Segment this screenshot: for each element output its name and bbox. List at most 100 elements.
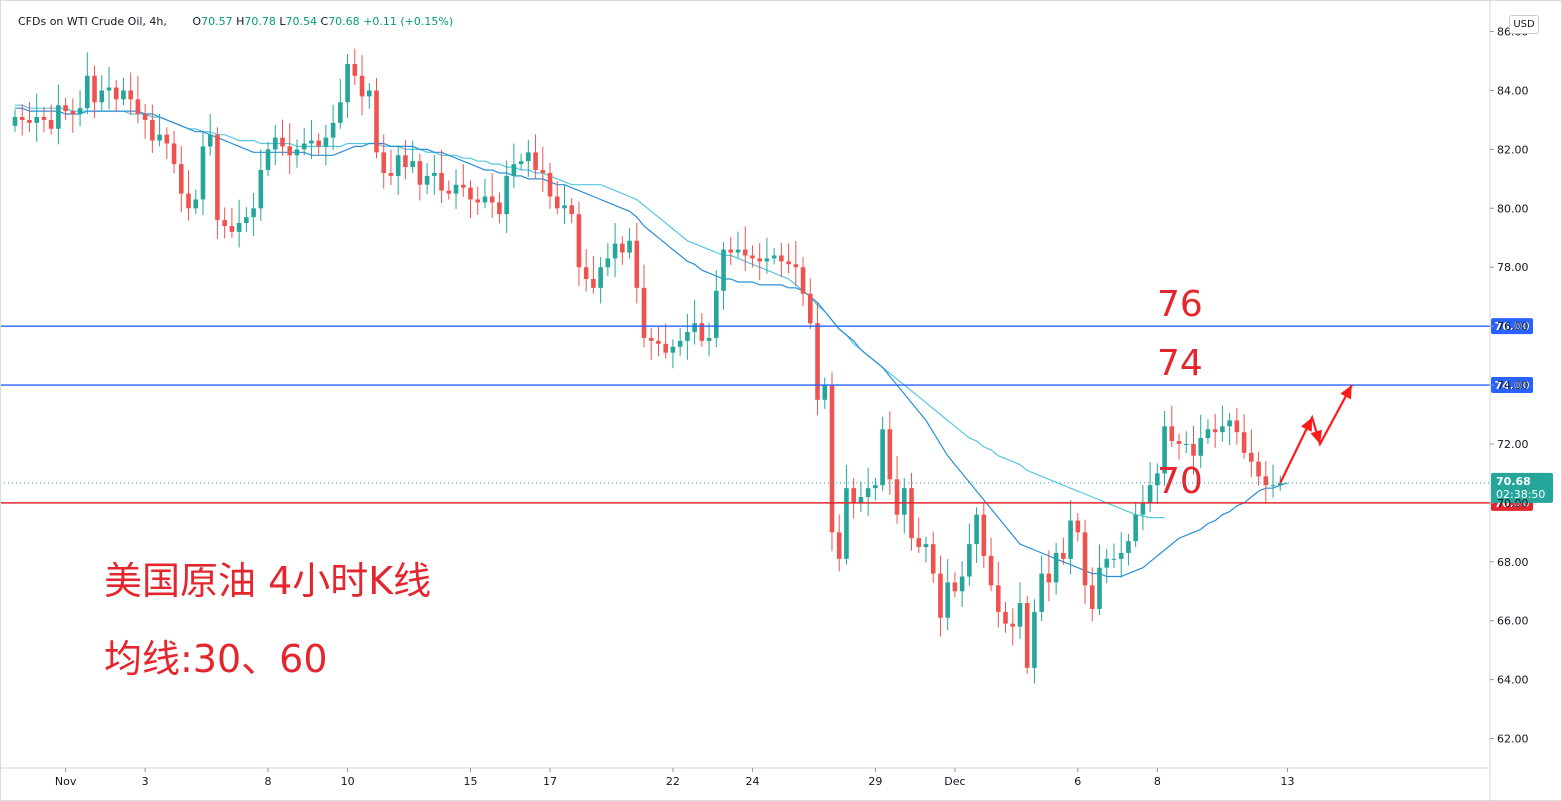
candle-body <box>207 134 213 147</box>
candle <box>309 119 314 160</box>
candle <box>634 222 640 304</box>
candle-body <box>424 175 430 185</box>
candle <box>222 207 227 239</box>
candle <box>714 270 719 348</box>
candle <box>142 104 148 139</box>
candle-body <box>460 184 466 188</box>
level-badge-text-76: 76.00 <box>1495 320 1530 333</box>
candle <box>468 180 473 219</box>
candle <box>576 201 582 287</box>
candle <box>930 531 936 583</box>
candle <box>981 502 987 569</box>
candle-body <box>865 488 871 497</box>
candle <box>721 242 726 310</box>
candle-body <box>323 137 329 147</box>
candle-body <box>417 161 423 185</box>
candle <box>1032 599 1037 684</box>
forecast-path <box>1279 384 1353 484</box>
candle <box>27 101 32 133</box>
candle-body <box>511 164 517 176</box>
candle-body <box>77 108 83 115</box>
candle <box>1191 426 1196 475</box>
candle <box>808 278 813 330</box>
candle <box>265 142 271 176</box>
forecast-arrowhead <box>1310 429 1323 444</box>
candle-body <box>27 119 32 123</box>
candle <box>901 478 907 534</box>
candle <box>1198 414 1204 469</box>
x-tick-label: 6 <box>1074 775 1081 788</box>
y-tick-label: 64.00 <box>1497 674 1529 687</box>
candle-body <box>800 267 806 294</box>
candle <box>92 65 97 118</box>
candle-body <box>735 249 741 253</box>
candle <box>12 109 18 132</box>
candle-body <box>554 196 560 209</box>
candle-body <box>432 172 437 176</box>
candle-body <box>258 170 264 209</box>
candle <box>569 198 575 224</box>
candle-body <box>1234 420 1240 433</box>
candle-body <box>215 134 220 221</box>
candle <box>1104 548 1110 584</box>
candle-body <box>330 122 336 138</box>
candle-body <box>612 243 618 259</box>
candle <box>620 236 625 265</box>
candle <box>583 249 589 292</box>
candle-body <box>844 488 849 559</box>
candle <box>1155 463 1160 505</box>
candle-body <box>894 479 900 515</box>
candle <box>77 90 83 127</box>
x-tick-label: Dec <box>944 775 965 788</box>
candle <box>880 416 885 492</box>
candle <box>858 481 864 513</box>
candle-body <box>880 429 885 486</box>
candle <box>836 514 842 572</box>
candle <box>150 104 155 153</box>
candle-body <box>685 332 690 341</box>
candle-body <box>504 175 509 215</box>
candle <box>1075 513 1081 542</box>
candle-body <box>714 290 719 338</box>
candle <box>1111 543 1117 568</box>
candle <box>750 245 755 268</box>
candle <box>1234 407 1240 445</box>
candle-body <box>345 63 350 103</box>
candle <box>395 145 401 195</box>
candle-body <box>338 102 343 123</box>
currency-button[interactable]: USD <box>1509 15 1539 34</box>
candle <box>677 328 683 356</box>
candle-body <box>128 90 133 100</box>
candle <box>1053 542 1059 595</box>
x-tick-label: 15 <box>463 775 477 788</box>
candle-body <box>1082 532 1088 586</box>
candle <box>728 236 734 265</box>
candle-body <box>692 323 697 333</box>
candle-body <box>113 87 119 100</box>
candle <box>1147 461 1153 513</box>
candle <box>34 93 39 142</box>
candle-body <box>974 514 979 545</box>
candle-body <box>1155 473 1160 486</box>
candle <box>1205 419 1211 444</box>
candle <box>19 104 25 136</box>
candle <box>887 411 893 495</box>
candle-body <box>793 264 799 268</box>
candle-body <box>388 172 394 176</box>
y-tick-label: 80.00 <box>1497 202 1529 215</box>
candle <box>562 184 567 224</box>
candle <box>641 264 647 348</box>
y-tick-label: 66.00 <box>1497 615 1529 628</box>
candle-body <box>99 90 105 103</box>
candle <box>526 139 531 177</box>
candle-body <box>981 514 987 556</box>
candle-body <box>1111 558 1117 560</box>
candle <box>952 572 958 598</box>
candle-body <box>1118 552 1124 559</box>
candle <box>685 314 690 360</box>
candle <box>1270 464 1276 498</box>
candle <box>460 164 466 197</box>
candle-body <box>1169 426 1175 442</box>
